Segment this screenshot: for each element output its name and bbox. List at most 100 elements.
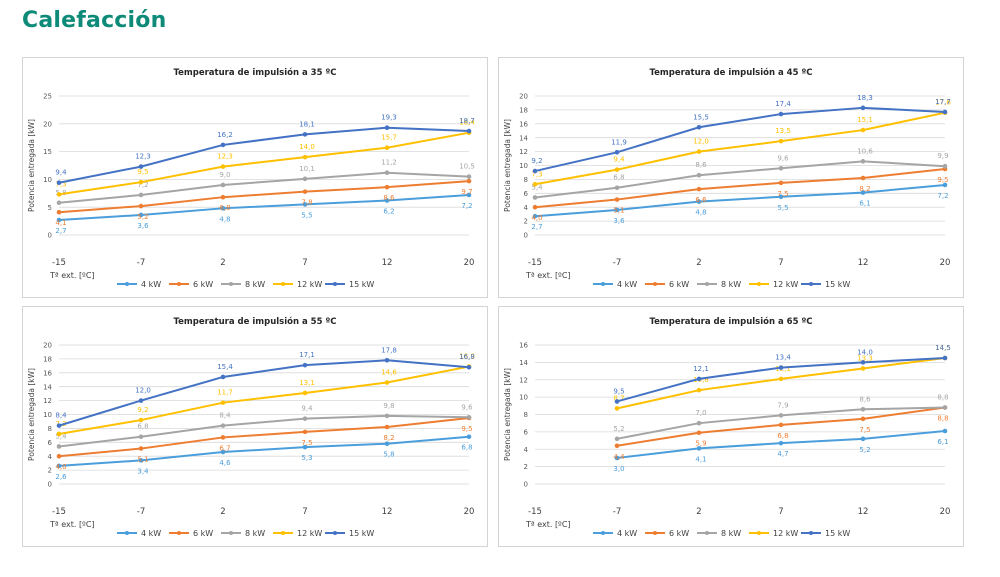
data-label: 14,5 (935, 344, 951, 352)
data-point (778, 365, 784, 370)
chart-title: Temperatura de impulsión a 65 ºC (649, 316, 812, 327)
x-tick-label: -7 (613, 258, 621, 268)
data-point (220, 164, 226, 169)
chart-panel-65: Temperatura de impulsión a 65 ºC 0 2 4 6 8 10 1… (498, 306, 964, 547)
data-point (466, 128, 472, 134)
x-tick-label: -15 (528, 258, 542, 268)
legend-label: 6 kW (669, 280, 689, 289)
data-point (696, 124, 702, 130)
data-label: 17,4 (775, 100, 791, 108)
data-label: 7,3 (531, 170, 542, 178)
y-tick-label: 10 (43, 411, 52, 419)
data-point (138, 164, 144, 169)
data-label: 9,0 (219, 171, 230, 179)
legend-marker (705, 531, 709, 535)
y-tick-label: 4 (524, 204, 529, 212)
data-point (778, 111, 784, 117)
data-point (466, 174, 472, 179)
data-point (860, 366, 866, 371)
y-tick-label: 14 (519, 134, 528, 142)
data-label: 16,8 (459, 353, 475, 361)
data-point (56, 431, 62, 437)
data-label: 13,3 (857, 354, 873, 362)
legend-label: 8 kW (245, 280, 265, 289)
data-label: 5,8 (383, 451, 394, 459)
x-tick-label: -7 (613, 507, 621, 517)
data-point (860, 406, 866, 412)
legend-marker (757, 531, 761, 535)
y-tick-label: 16 (519, 342, 528, 350)
y-tick-label: 20 (43, 120, 52, 128)
data-label: 8,2 (383, 434, 394, 442)
chart-title: Temperatura de impulsión a 55 ºC (173, 316, 336, 327)
legend-marker (281, 531, 285, 535)
data-label: 15,1 (857, 116, 873, 124)
data-point (384, 184, 390, 190)
x-tick-label: 7 (778, 258, 783, 268)
y-tick-label: 12 (519, 148, 528, 156)
y-tick-label: 6 (524, 190, 529, 198)
data-point (220, 182, 226, 188)
data-point (942, 163, 948, 169)
legend-marker (653, 531, 657, 535)
legend-label: 15 kW (349, 280, 374, 289)
legend-marker (281, 282, 285, 286)
data-label: 10,1 (299, 165, 315, 173)
legend-marker (757, 282, 761, 286)
data-point (860, 159, 866, 164)
legend-marker (229, 282, 233, 286)
data-point (860, 360, 866, 365)
y-tick-label: 16 (519, 120, 528, 128)
data-label: 3,6 (137, 222, 149, 230)
data-point (614, 436, 620, 442)
data-point (56, 444, 62, 449)
legend-label: 12 kW (297, 529, 322, 538)
data-point (384, 145, 390, 151)
legend-label: 4 kW (617, 280, 637, 289)
data-label: 6,7 (219, 444, 230, 452)
legend-label: 12 kW (297, 280, 322, 289)
legend-label: 15 kW (825, 280, 850, 289)
data-point (302, 176, 308, 182)
data-point (220, 206, 226, 211)
data-point (56, 180, 62, 186)
data-point (302, 362, 308, 368)
data-point (696, 149, 702, 154)
data-point (942, 355, 948, 361)
y-axis-label: Potencia entregada [kW] (27, 368, 36, 461)
data-label: 10,8 (693, 376, 709, 384)
data-label: 6,8 (461, 444, 472, 452)
data-label: 12,3 (135, 153, 151, 161)
data-point (138, 192, 144, 198)
data-point (302, 202, 308, 207)
data-point (696, 199, 702, 204)
data-label: 5,5 (301, 211, 312, 219)
legend-marker (229, 531, 233, 535)
legend-label: 4 kW (141, 529, 161, 538)
x-tick-label: 7 (778, 507, 783, 517)
y-tick-label: 8 (524, 176, 528, 184)
y-tick-label: 20 (519, 93, 528, 101)
x-axis-label: Tª ext. [ºC] (49, 271, 95, 280)
data-label: 9,4 (55, 169, 67, 177)
data-label: 7,8 (301, 199, 312, 207)
data-point (614, 185, 620, 191)
data-point (860, 127, 866, 133)
x-axis-label: Tª ext. [ºC] (525, 520, 571, 529)
x-tick-label: -15 (528, 507, 542, 517)
series-line (534, 167, 946, 209)
data-point (56, 209, 62, 215)
data-point (56, 200, 62, 206)
data-label: 9,6 (461, 403, 473, 411)
data-label: 19,3 (381, 114, 397, 122)
data-label: 17,6 (935, 99, 951, 107)
data-label: 15,4 (217, 363, 233, 371)
data-label: 17,8 (381, 346, 397, 354)
data-label: 17,7 (935, 98, 951, 106)
series-line (534, 111, 946, 186)
data-point (778, 376, 784, 382)
legend-marker (653, 282, 657, 286)
y-tick-label: 12 (43, 397, 52, 405)
legend-marker (705, 282, 709, 286)
data-point (614, 197, 620, 202)
